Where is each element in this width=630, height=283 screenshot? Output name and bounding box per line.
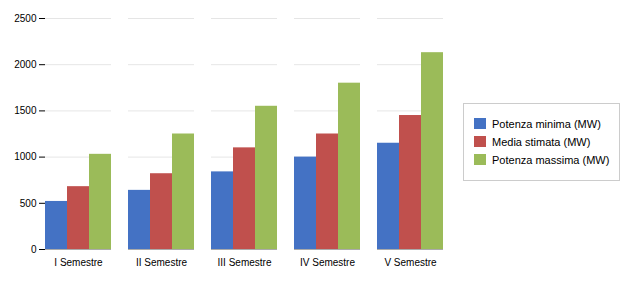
svg-text:2500: 2500 [14, 13, 37, 24]
svg-text:IV Semestre: IV Semestre [300, 257, 355, 268]
svg-text:III Semestre: III Semestre [218, 257, 272, 268]
svg-text:V Semestre: V Semestre [384, 257, 437, 268]
svg-text:1000: 1000 [14, 151, 37, 162]
svg-text:0: 0 [31, 244, 37, 255]
html-text:Potenza massima (MW): Potenza massima (MW) [492, 153, 610, 166]
svg-text:II Semestre: II Semestre [136, 257, 188, 268]
svg-text:500: 500 [20, 198, 37, 209]
svg-text:I Semestre: I Semestre [54, 257, 103, 268]
svg-text:1500: 1500 [14, 105, 37, 116]
html-text:Media stimata (MW): Media stimata (MW) [492, 135, 591, 148]
html-text:Potenza minima (MW): Potenza minima (MW) [492, 117, 601, 130]
svg-text:2000: 2000 [14, 59, 37, 70]
